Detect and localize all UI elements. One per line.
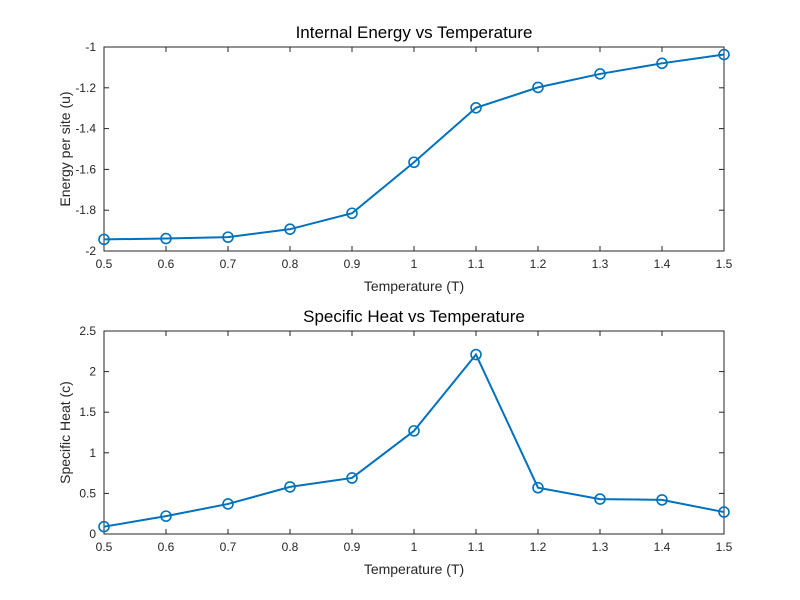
energy-xtick-label-1: 0.6 <box>158 257 175 271</box>
heat-ticks: 0.5 0.6 0.7 0.8 0.9 1 1.1 1.2 1.3 1.4 1.500.511.52… <box>79 324 732 554</box>
energy-xtick-label-3: 0.8 <box>282 257 299 271</box>
energy-ytick-label-3: -1.4 <box>75 122 96 136</box>
heat-point-4 <box>346 472 358 484</box>
energy-point-7 <box>532 81 544 94</box>
heat-axes <box>103 330 725 535</box>
energy-xtick-label-5: 1 <box>411 257 418 271</box>
energy-plot: 0.5 0.6 0.7 0.8 0.9 1 1.1 1.2 1.3 1.4 1.5 -2 -1.8 -1.… <box>57 23 733 294</box>
heat-point-10 <box>718 506 730 518</box>
energy-ytick-label-1: -1.8 <box>75 203 96 217</box>
heat-ytick-label-4: 2 <box>89 365 96 379</box>
energy-point-4 <box>346 207 358 220</box>
heat-plot: 0.5 0.6 0.7 0.8 0.9 1 1.1 1.2 1.3 1.4 1.500.511.52… <box>57 307 733 577</box>
energy-point-6 <box>470 101 482 114</box>
energy-point-9 <box>656 57 668 70</box>
energy-xtick-label-6: 1.1 <box>468 257 485 271</box>
heat-ytick-label-5: 2.5 <box>79 324 96 338</box>
heat-point-7 <box>532 481 544 494</box>
energy-ytick-label-0: -2 <box>85 244 96 258</box>
heat-point-3 <box>284 481 296 493</box>
energy-xtick-label-9: 1.4 <box>654 257 671 271</box>
energy-ytick-label-5: -1 <box>85 40 96 54</box>
heat-ytick-label-0: 0 <box>89 527 96 541</box>
energy-point-8 <box>594 68 606 80</box>
heat-xtick-label-9: 1.4 <box>654 540 671 554</box>
energy-series-line <box>103 53 725 241</box>
heat-point-9 <box>656 494 668 506</box>
energy-ticks: 0.5 0.6 0.7 0.8 0.9 1 1.1 1.2 1.3 1.4 1.5 -2 -1.8 -1.… <box>75 40 732 271</box>
energy-xtick-label-8: 1.3 <box>592 257 609 271</box>
energy-point-2 <box>222 231 234 243</box>
energy-xtick-label-4: 0.9 <box>344 257 361 271</box>
heat-ylabel: Specific Heat (c) <box>57 381 73 484</box>
heat-xtick-label-1: 0.6 <box>158 540 175 554</box>
heat-xtick-label-5: 1 <box>411 540 418 554</box>
energy-xlabel: Temperature (T) <box>364 278 464 294</box>
heat-ytick-label-1: 0.5 <box>79 486 96 500</box>
heat-xlabel: Temperature (T) <box>364 561 464 577</box>
heat-xtick-label-4: 0.9 <box>344 540 361 554</box>
energy-xtick-label-0: 0.5 <box>96 257 113 271</box>
heat-series <box>98 348 730 533</box>
heat-xtick-label-7: 1.2 <box>530 540 547 554</box>
heat-ytick-label-3: 1.5 <box>79 405 96 419</box>
energy-point-1 <box>160 232 172 245</box>
heat-point-2 <box>222 498 234 510</box>
heat-xtick-label-2: 0.7 <box>220 540 237 554</box>
heat-xtick-label-8: 1.3 <box>592 540 609 554</box>
energy-ytick-label-2: -1.6 <box>75 162 96 176</box>
energy-xtick-label-2: 0.7 <box>220 257 237 271</box>
heat-point-0 <box>98 520 110 533</box>
heat-series-line <box>103 352 725 528</box>
heat-xtick-label-0: 0.5 <box>96 540 113 554</box>
energy-title: Internal Energy vs Temperature <box>296 23 533 42</box>
energy-point-10 <box>718 48 730 61</box>
energy-xtick-label-7: 1.2 <box>530 257 547 271</box>
heat-point-5 <box>408 425 420 437</box>
energy-xtick-label-10: 1.5 <box>716 257 733 271</box>
energy-point-3 <box>284 223 296 235</box>
heat-xtick-label-3: 0.8 <box>282 540 299 554</box>
energy-point-5 <box>408 156 420 169</box>
energy-ytick-label-4: -1.2 <box>75 81 96 95</box>
heat-xtick-label-10: 1.5 <box>716 540 733 554</box>
heat-point-1 <box>160 510 172 522</box>
energy-series <box>98 48 730 246</box>
heat-xtick-label-6: 1.1 <box>468 540 485 554</box>
heat-title: Specific Heat vs Temperature <box>303 307 525 326</box>
heat-ytick-label-2: 1 <box>89 446 96 460</box>
heat-point-6 <box>470 348 482 361</box>
energy-point-0 <box>98 233 110 246</box>
energy-ylabel: Energy per site (u) <box>57 91 73 206</box>
energy-axes <box>103 46 725 252</box>
heat-point-8 <box>594 493 606 505</box>
